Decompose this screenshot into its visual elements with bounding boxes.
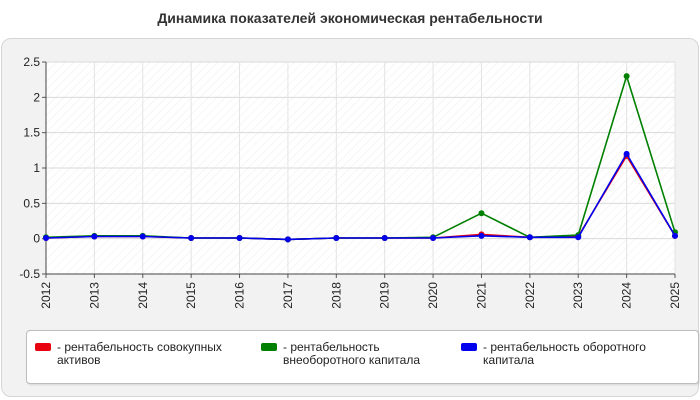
legend-label-3: - рентабельность оборотного капитала	[483, 340, 646, 367]
x-tick-label: 2022	[523, 282, 537, 309]
data-point-series-3	[333, 234, 340, 241]
data-point-series-3	[526, 234, 533, 241]
chart-legend: - рентабельность совокупных активов - ре…	[26, 330, 699, 384]
x-tick-label: 2024	[620, 282, 634, 309]
x-tick-label: 2020	[426, 282, 440, 309]
legend-label-1: - рентабельность совокупных активов	[57, 340, 222, 367]
x-tick-label: 2025	[668, 282, 682, 309]
data-point-series-3	[236, 234, 243, 241]
x-tick-label: 2017	[281, 282, 295, 309]
x-tick-label: 2012	[39, 282, 53, 309]
x-tick-label: 2023	[571, 282, 585, 309]
y-tick-label: 2	[33, 90, 40, 104]
data-point-series-3	[430, 234, 437, 241]
data-point-series-3	[43, 234, 49, 241]
x-tick-label: 2019	[378, 282, 392, 309]
x-tick-label: 2018	[329, 282, 343, 309]
data-point-series-3	[91, 233, 98, 240]
legend-swatch-2	[261, 343, 277, 351]
data-point-series-2	[478, 210, 485, 217]
x-tick-label: 2015	[184, 282, 198, 309]
data-point-series-3	[139, 233, 146, 240]
x-tick-label: 2013	[87, 282, 101, 309]
data-point-series-3	[478, 232, 485, 239]
data-point-series-3	[623, 150, 630, 157]
x-tick-label: 2016	[233, 282, 247, 309]
y-tick-label: 0.5	[23, 196, 40, 210]
legend-swatch-1	[35, 343, 51, 351]
data-point-series-2	[623, 73, 630, 80]
x-tick-label: 2014	[136, 282, 150, 309]
legend-label-2: - рентабельность внеоборотного капитала	[283, 340, 420, 367]
data-point-series-3	[284, 236, 291, 243]
data-point-series-3	[188, 234, 195, 241]
x-tick-label: 2021	[474, 282, 488, 309]
legend-swatch-3	[461, 343, 477, 351]
y-tick-label: 0	[33, 232, 40, 246]
y-tick-label: 1.5	[23, 126, 40, 140]
data-point-series-3	[381, 234, 388, 241]
y-tick-label: 1	[33, 161, 40, 175]
y-tick-label: -0.5	[19, 267, 40, 281]
data-point-series-3	[672, 232, 678, 239]
y-tick-label: 2.5	[23, 55, 40, 69]
chart-title: Динамика показателей экономическая рента…	[157, 10, 543, 26]
series-line-3	[45, 153, 676, 241]
data-point-series-3	[575, 234, 582, 241]
